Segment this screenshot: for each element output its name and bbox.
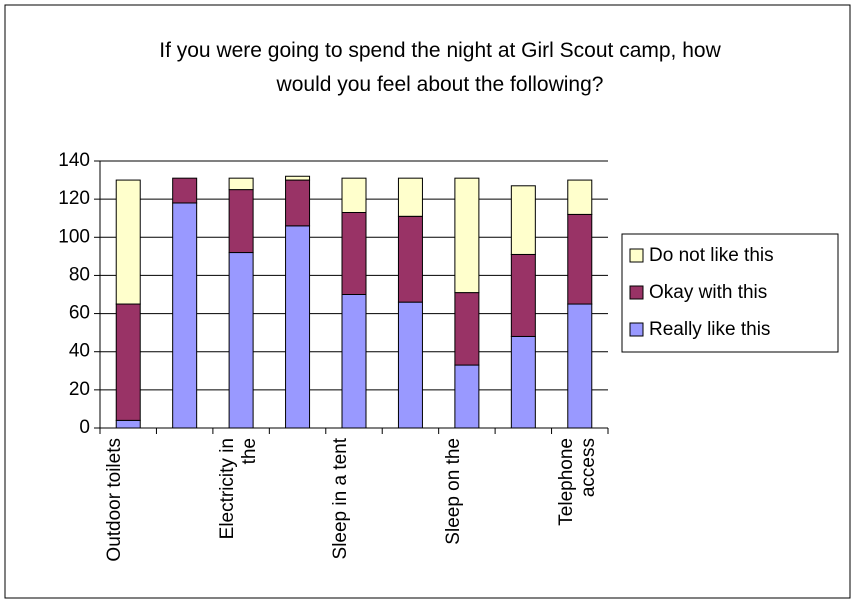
bar-segment: [115, 303, 141, 421]
bar-segment: [228, 177, 254, 191]
bar-segment: [397, 301, 423, 429]
x-tick-label: Sleep on the: [442, 438, 464, 545]
y-tick-label: 40: [69, 341, 90, 362]
x-tick-label: Sleep in a tent: [330, 438, 351, 560]
bar-segment: [172, 202, 198, 429]
y-tick-label: 140: [58, 150, 90, 171]
bar-segment: [454, 177, 480, 294]
legend-swatch: [629, 285, 644, 300]
y-tick-label: 100: [58, 226, 90, 247]
bar-segment: [172, 177, 198, 204]
bar-segment: [567, 179, 593, 215]
y-tick-label: 60: [69, 303, 90, 324]
bar-segment: [341, 211, 367, 295]
bar-segment: [115, 179, 141, 305]
chart-title: If you were going to spend the night at …: [159, 39, 721, 96]
bar-segment: [228, 252, 254, 429]
legend-label: Really like this: [649, 319, 770, 340]
bar-segment: [397, 177, 423, 217]
bar-segment: [510, 185, 536, 255]
y-tick-label: 0: [79, 417, 90, 438]
bar-segment: [510, 335, 536, 429]
legend-box: [621, 233, 839, 353]
legend-swatch: [629, 322, 644, 337]
bar-segment: [397, 215, 423, 303]
x-tick-label: Electricity in the: [217, 438, 261, 540]
bar-segment: [567, 303, 593, 429]
bar-segment: [285, 179, 311, 227]
y-tick-label: 120: [58, 188, 90, 209]
bar-segment: [115, 419, 141, 429]
bar-segment: [228, 189, 254, 254]
bar-segment: [341, 177, 367, 213]
bar-segment: [341, 294, 367, 429]
legend-swatch: [629, 248, 644, 263]
legend-label: Do not like this: [649, 245, 774, 266]
bar-segment: [285, 175, 311, 181]
y-tick-label: 80: [69, 264, 90, 285]
bar-segment: [285, 225, 311, 429]
bar-segment: [454, 292, 480, 366]
bar-segment: [510, 253, 536, 337]
x-tick-label: Outdoor toilets: [104, 438, 126, 562]
legend-label: Okay with this: [649, 282, 767, 303]
bar-segment: [454, 364, 480, 429]
bar-segment: [567, 213, 593, 305]
x-tick-label: Telephone access: [555, 438, 599, 526]
y-tick-label: 20: [69, 379, 90, 400]
